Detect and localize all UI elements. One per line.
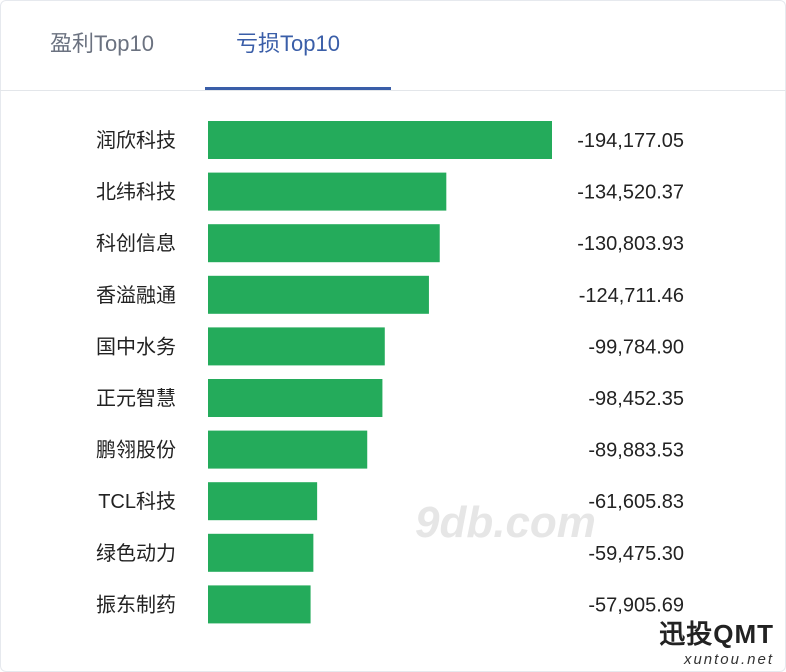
category-label: 香溢融通: [96, 284, 176, 307]
bar[interactable]: [208, 327, 385, 366]
category-label: 振东制药: [96, 593, 176, 616]
bar[interactable]: [208, 533, 314, 572]
category-label: 科创信息: [96, 232, 176, 255]
tab-profit-top10[interactable]: 盈利Top10: [50, 31, 154, 56]
value-label: -98,452.35: [588, 388, 684, 410]
bar[interactable]: [208, 172, 447, 211]
category-label: 北纬科技: [96, 181, 176, 204]
tab-loss-top10[interactable]: 亏损Top10: [236, 31, 340, 56]
active-tab-indicator: [205, 87, 391, 90]
bar[interactable]: [208, 482, 318, 521]
watermark-sub: xuntou.net: [683, 651, 774, 668]
watermark-9db: 9db.com: [415, 498, 596, 547]
bar[interactable]: [208, 275, 429, 314]
category-label: 正元智慧: [96, 387, 176, 410]
bar[interactable]: [208, 379, 383, 417]
bar[interactable]: [208, 430, 368, 469]
value-label: -61,605.83: [588, 491, 684, 513]
tab-bar: 盈利Top10 亏损Top10: [0, 0, 786, 91]
value-label: -57,905.69: [588, 594, 684, 616]
watermark-title: 迅投QMT: [659, 619, 774, 649]
category-label: TCL科技: [98, 490, 176, 513]
category-label: 国中水务: [96, 335, 176, 358]
bar[interactable]: [208, 121, 552, 159]
bar[interactable]: [208, 585, 311, 624]
value-label: -130,803.93: [577, 233, 684, 255]
value-label: -194,177.05: [577, 130, 684, 152]
category-label: 绿色动力: [96, 542, 176, 565]
value-label: -59,475.30: [588, 543, 684, 565]
category-label: 润欣科技: [96, 129, 176, 152]
value-label: -134,520.37: [577, 182, 684, 204]
value-label: -124,711.46: [579, 285, 684, 307]
value-label: -89,883.53: [588, 440, 684, 462]
category-label: 鹏翎股份: [96, 439, 176, 462]
value-label: -99,784.90: [588, 336, 684, 358]
watermark-xuntou: 迅投QMT xuntou.net: [659, 614, 774, 668]
bar[interactable]: [208, 224, 440, 263]
